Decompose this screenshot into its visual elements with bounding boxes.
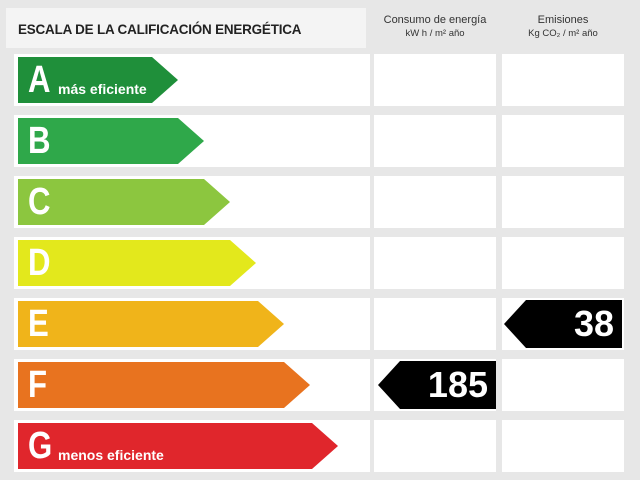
emissions-cell: 38 bbox=[502, 298, 624, 350]
rating-row-d: D bbox=[0, 237, 640, 289]
scale-cell: B bbox=[14, 115, 370, 167]
energy-column-header: Consumo de energía kW h / m² año bbox=[374, 8, 496, 48]
energy-cell bbox=[374, 298, 496, 350]
rating-arrow-c: C bbox=[18, 179, 230, 225]
rating-row-b: B bbox=[0, 115, 640, 167]
emissions-cell bbox=[502, 237, 624, 289]
emissions-cell bbox=[502, 54, 624, 106]
rating-row-c: C bbox=[0, 176, 640, 228]
energy-column-title: Consumo de energía bbox=[383, 14, 487, 26]
emissions-column-header: Emisiones Kg CO₂ / m² año bbox=[502, 8, 624, 48]
scale-cell: F bbox=[14, 359, 370, 411]
energy-cell bbox=[374, 420, 496, 472]
rating-letter: A bbox=[28, 59, 51, 101]
emissions-column-title: Emisiones bbox=[537, 14, 589, 26]
rating-letter: F bbox=[28, 364, 48, 406]
rating-arrow-e: E bbox=[18, 301, 284, 347]
energy-cell: 185 bbox=[374, 359, 496, 411]
energy-value-badge: 185 bbox=[378, 361, 496, 409]
emissions-cell bbox=[502, 420, 624, 472]
energy-cell bbox=[374, 115, 496, 167]
scale-cell: E bbox=[14, 298, 370, 350]
scale-cell: D bbox=[14, 237, 370, 289]
rating-letter: C bbox=[28, 181, 51, 223]
rating-letter: D bbox=[28, 242, 51, 284]
rating-arrow-b: B bbox=[18, 118, 204, 164]
scale-title: ESCALA DE LA CALIFICACIÓN ENERGÉTICA bbox=[18, 21, 302, 37]
emissions-cell bbox=[502, 115, 624, 167]
energy-cell bbox=[374, 176, 496, 228]
emissions-cell bbox=[502, 176, 624, 228]
rating-row-e: E 38 bbox=[0, 298, 640, 350]
scale-title-box: ESCALA DE LA CALIFICACIÓN ENERGÉTICA bbox=[6, 8, 366, 48]
emissions-cell bbox=[502, 359, 624, 411]
rating-letter: G bbox=[28, 425, 53, 467]
rating-arrow-f: F bbox=[18, 362, 310, 408]
emissions-value-badge: 38 bbox=[504, 300, 622, 348]
rating-caption: menos eficiente bbox=[58, 447, 164, 463]
rating-letter: E bbox=[28, 303, 49, 345]
rating-caption: más eficiente bbox=[58, 81, 147, 97]
energy-value: 185 bbox=[427, 364, 488, 405]
rating-arrow-d: D bbox=[18, 240, 256, 286]
scale-cell: C bbox=[14, 176, 370, 228]
emissions-column-unit: Kg CO₂ / m² año bbox=[528, 28, 598, 39]
energy-cell bbox=[374, 54, 496, 106]
rating-row-f: F 185 bbox=[0, 359, 640, 411]
energy-column-unit: kW h / m² año bbox=[405, 28, 465, 39]
emissions-value: 38 bbox=[573, 303, 614, 344]
rating-letter: B bbox=[28, 120, 51, 162]
energy-cell bbox=[374, 237, 496, 289]
